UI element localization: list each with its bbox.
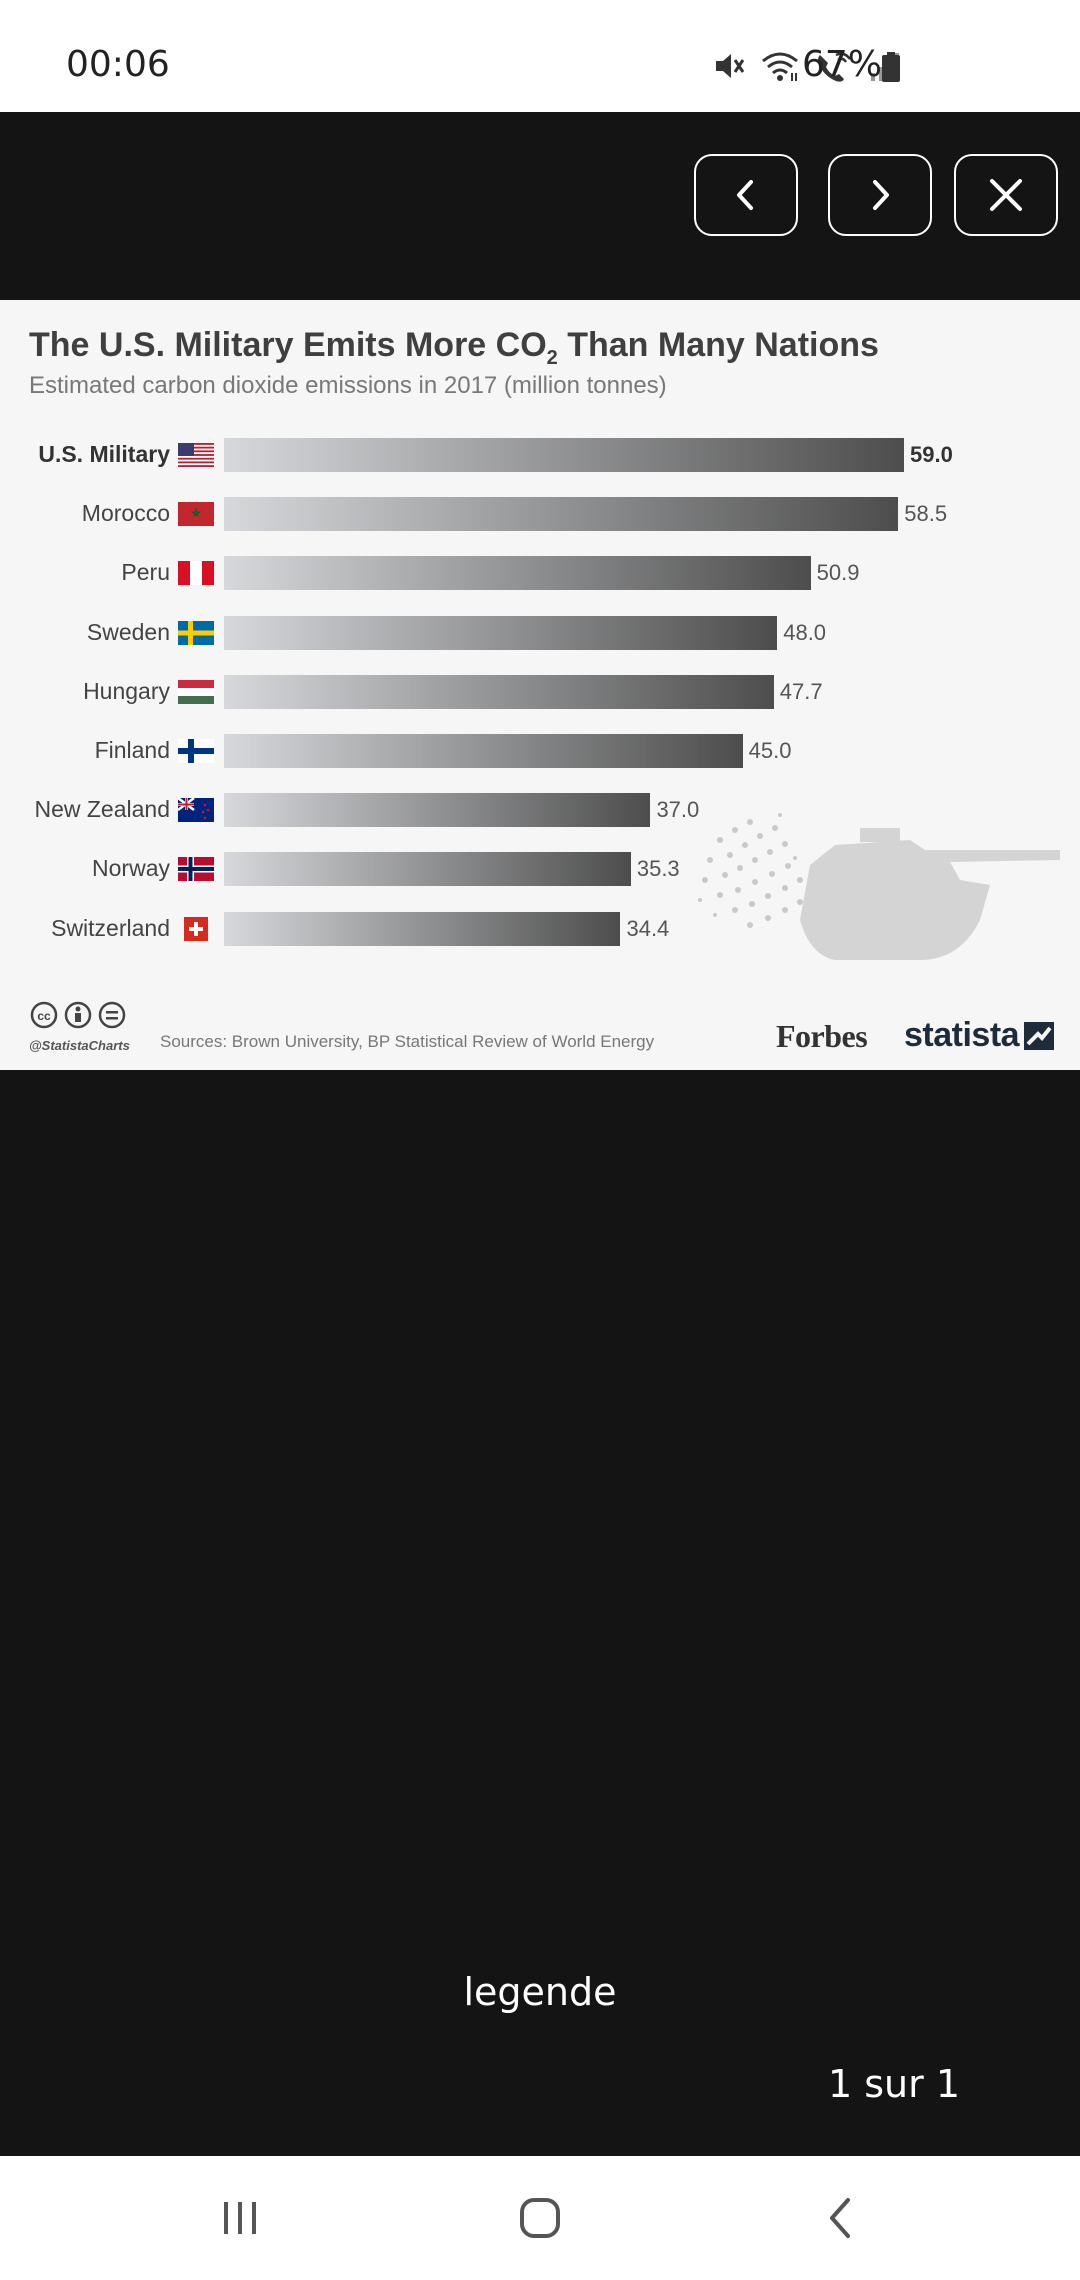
statista-credit: @StatistaCharts	[29, 1038, 130, 1053]
wifi-call-icon	[818, 52, 851, 82]
bar-label: Sweden	[86, 618, 170, 645]
flag-us-icon	[178, 443, 214, 467]
cc-icon: cc	[30, 1001, 58, 1029]
bar	[224, 793, 651, 828]
tank-icon	[698, 813, 1060, 960]
forbes-logo: Forbes	[776, 1018, 868, 1054]
bar	[224, 734, 743, 768]
flag-ma-icon	[178, 502, 214, 527]
statista-logo-text: statista	[904, 1016, 1020, 1054]
svg-text:cc: cc	[37, 1009, 51, 1023]
next-button[interactable]	[828, 154, 932, 236]
flag-no-icon	[178, 857, 214, 882]
bar-value-label: 48.0	[783, 619, 827, 645]
statista-logo-icon	[1024, 1022, 1054, 1050]
bar-value-label: 47.7	[779, 678, 823, 704]
flag-pe-icon	[178, 561, 214, 586]
bar-label: Switzerland	[51, 914, 170, 941]
attribution-icon	[64, 1001, 92, 1029]
creative-commons-icons: cc	[29, 1000, 127, 1030]
bar-value-label: 50.9	[816, 560, 860, 586]
status-bar: 00:06 67%	[0, 0, 1080, 112]
bar-label: Finland	[94, 737, 170, 763]
bar-value-label: 34.4	[626, 915, 670, 941]
flag-nz-icon	[178, 798, 214, 823]
bar	[224, 615, 778, 650]
no-derivatives-icon	[98, 1001, 126, 1029]
bar-value-label: 37.0	[656, 797, 700, 823]
bar	[224, 911, 621, 946]
status-time: 00:06	[66, 44, 170, 85]
chevron-right-icon	[873, 180, 889, 210]
bar	[224, 438, 904, 472]
infographic-image: The U.S. Military Emits More CO2 Than Ma…	[0, 300, 1080, 1070]
close-icon	[990, 179, 1022, 211]
recent-apps-icon	[224, 2202, 256, 2234]
chart-subtitle: Estimated carbon dioxide emissions in 20…	[29, 372, 667, 399]
bar	[224, 497, 899, 532]
bar-value-label: 35.3	[636, 856, 680, 882]
bar-value-label: 58.5	[904, 501, 948, 527]
flag-fi-icon	[178, 739, 214, 763]
chart-sources: Sources: Brown University, BP Statistica…	[160, 1032, 655, 1051]
bar-label: Morocco	[81, 500, 170, 527]
viewer-header	[0, 112, 1080, 300]
flag-ch-icon	[184, 916, 208, 941]
recent-apps-button[interactable]	[200, 2156, 280, 2280]
home-button[interactable]	[500, 2156, 580, 2280]
flag-hu-icon	[178, 679, 214, 704]
battery-percentage: 67%	[802, 44, 883, 85]
close-button[interactable]	[954, 154, 1058, 236]
chart-title-subscript: 2	[546, 347, 558, 369]
image-counter: 1 sur 1	[828, 2062, 961, 2106]
mute-icon	[716, 54, 745, 78]
chart-title-rest: Than Many Nations	[557, 326, 879, 364]
bar-label: Hungary	[83, 677, 170, 704]
flag-se-icon	[178, 620, 214, 645]
bar-label: New Zealand	[34, 796, 170, 823]
bar	[224, 674, 774, 709]
chart-title: The U.S. Military Emits More CO2 Than Ma…	[29, 326, 879, 369]
battery-icon	[882, 52, 900, 82]
bar-label: U.S. Military	[38, 441, 170, 467]
wifi-icon	[762, 52, 798, 81]
bar-label: Peru	[121, 559, 170, 586]
chevron-left-icon	[737, 180, 753, 210]
previous-button[interactable]	[694, 154, 798, 236]
bar	[224, 852, 631, 887]
back-icon	[830, 2198, 850, 2238]
bar-label: Norway	[92, 855, 170, 882]
system-nav-bar	[0, 2156, 1080, 2280]
back-button[interactable]	[800, 2156, 880, 2280]
image-caption: legende	[463, 1970, 617, 2014]
bar-value-label: 45.0	[748, 738, 792, 763]
bar-value-label: 59.0	[910, 442, 953, 467]
home-icon	[520, 2198, 560, 2238]
chart-title-main: The U.S. Military Emits More CO	[29, 326, 547, 364]
bar	[224, 556, 811, 591]
